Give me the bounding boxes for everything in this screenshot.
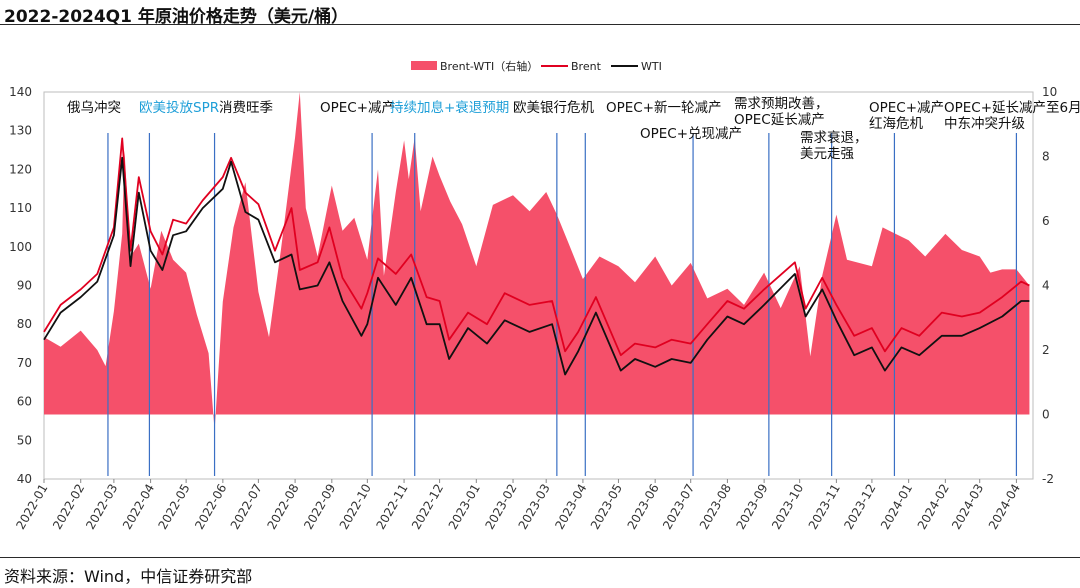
x-tick-label-9: 2022-10 [337,482,374,532]
y-left-tick-1: 50 [17,433,32,447]
y-left-tick-8: 120 [9,162,32,176]
annotation-label-11: OPEC+延长减产至6月底 [944,100,1080,116]
y-left-tick-6: 100 [9,240,32,254]
y-right-tick-3: 4 [1042,279,1050,293]
plot-frame [43,91,1034,480]
x-tick-label-11: 2022-12 [409,482,446,532]
annotation-lines [107,133,1018,476]
x-tick-label-1: 2022-02 [50,482,87,532]
plot-border [43,91,1034,480]
annotation-label-3: OPEC+减产 [320,100,395,116]
legend: Brent-WTI（右轴） Brent WTI [411,59,662,73]
annotation-label-6: OPEC+新一轮减产 [606,100,722,116]
x-tick-label-21: 2023-10 [769,482,806,532]
series-brent-wti-area [44,92,1030,431]
spread-area-layer [44,92,1030,431]
x-tick-label-2: 2022-03 [83,482,120,532]
x-tick-label-15: 2023-04 [552,482,589,532]
y-right-tick-0: -2 [1042,472,1054,486]
y-right-tick-2: 2 [1042,343,1050,357]
oil-price-chart: 40 50 60 70 80 90 100 110 120 130 140 -2 0 2 4 6 8 10 2022… [9,59,1080,532]
series-wti-line [43,156,1030,376]
annotation-label-8: 需求预期改善， [734,96,829,112]
annotation-label-7: OPEC+兑现减产 [640,126,742,142]
y-right-tick-4: 6 [1042,214,1050,228]
legend-label-spread: Brent-WTI（右轴） [440,59,538,73]
x-tick-label-26: 2024-03 [949,482,986,532]
y-left-tick-5: 90 [17,279,32,293]
annotation-label-1: 欧美投放SPR [139,100,219,116]
y-left-tick-4: 80 [17,317,32,331]
annotation-label-4: 持续加息+衰退预期 [390,99,509,116]
annotation-label-5: 欧美银行危机 [513,100,594,116]
legend-swatch-spread [411,61,437,70]
y-left-tick-0: 40 [17,472,32,486]
y-left-tick-7: 110 [9,201,32,215]
legend-label-wti: WTI [641,60,662,73]
y-right-tick-6: 10 [1042,85,1057,99]
x-tick-label-0: 2022-01 [13,482,50,532]
price-lines [43,137,1030,376]
y-right-tick-5: 8 [1042,150,1050,164]
x-tick-label-17: 2023-06 [625,482,662,532]
y-left-tick-10: 140 [9,85,32,99]
x-tick-label-22: 2023-11 [806,482,843,532]
y-left-tick-2: 60 [17,395,32,409]
top-rule [0,24,1080,25]
annotation-label-2: 消费旺季 [219,100,273,116]
source-note: 资料来源：Wind，中信证券研究部 [4,567,253,586]
x-tick-label-25: 2024-02 [915,482,952,532]
bottom-rule [0,557,1080,558]
x-tick-label-10: 2022-11 [373,482,410,532]
annotation-label-9-line2: 美元走强 [800,146,854,162]
annotation-label-11-line2: 中东冲突升级 [944,116,1025,132]
x-tick-label-12: 2023-01 [446,482,483,532]
x-tick-label-16: 2023-05 [588,482,625,532]
y-left-tick-3: 70 [17,356,32,370]
x-tick-label-23: 2023-12 [841,482,878,532]
annotation-label-0: 俄乌冲突 [67,100,121,116]
x-tick-label-14: 2023-03 [516,482,553,532]
x-tick-label-3: 2022-04 [120,482,157,532]
x-tick-label-5: 2022-06 [192,482,229,532]
x-tick-label-4: 2022-05 [156,482,193,532]
annotation-label-8-line2: OPEC延长减产 [734,112,825,128]
x-tick-label-13: 2023-02 [482,482,519,532]
annotation-label-9: 需求衰退， [800,129,868,146]
x-tick-label-20: 2023-09 [734,482,771,532]
chart-title: 2022-2024Q1 年原油价格走势（美元/桶） [4,7,349,27]
legend-label-brent: Brent [571,60,602,73]
x-tick-label-27: 2024-04 [986,482,1023,532]
x-tick-label-6: 2022-07 [228,482,265,532]
annotation-label-10-line2: 红海危机 [869,116,923,132]
y-right-tick-1: 0 [1042,408,1050,422]
x-tick-label-19: 2023-08 [697,482,734,532]
annotation-label-10: OPEC+减产 [869,100,944,116]
series-brent-line [43,137,1030,357]
x-tick-label-18: 2023-07 [660,482,697,532]
x-tick-label-8: 2022-09 [301,482,338,532]
x-tick-label-7: 2022-08 [265,482,302,532]
y-left-tick-9: 130 [9,124,32,138]
x-tick-label-24: 2024-01 [878,482,915,532]
